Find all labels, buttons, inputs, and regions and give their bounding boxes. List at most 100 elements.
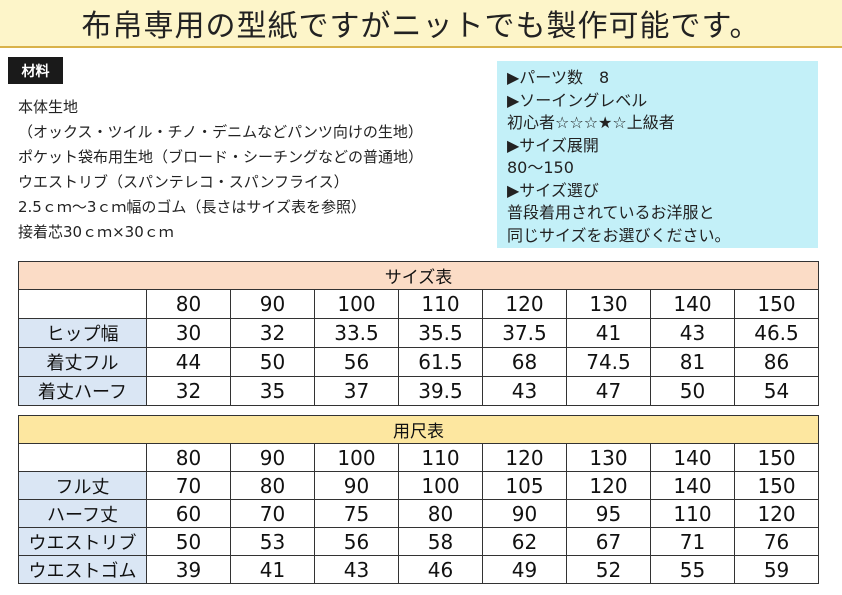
table-cell: 37: [314, 376, 399, 406]
size-table-title: サイズ表: [17, 261, 820, 290]
materials-line: ポケット袋布用生地（ブロード・シーチングなどの普通地）: [18, 148, 424, 166]
size-header: 100: [314, 289, 399, 319]
table-row: ウエストリブ 50 53 56 58 62 67 71 76: [18, 527, 820, 556]
size-header: 150: [733, 443, 820, 472]
table-cell: 70: [230, 499, 315, 528]
table-cell: 58: [398, 527, 483, 556]
table-cell: 80: [230, 471, 315, 500]
table-cell: 67: [566, 527, 651, 556]
table-cell: 53: [230, 527, 315, 556]
size-header: 110: [398, 289, 483, 319]
table-cell: 120: [566, 471, 651, 500]
table-cell: 35: [230, 376, 315, 406]
table-cell: 50: [230, 347, 315, 377]
size-table: サイズ表 80 90 100 110 120 130 140 150 ヒップ幅 …: [17, 261, 820, 406]
table-cell: 33.5: [314, 318, 399, 348]
table-cell: 32: [146, 376, 231, 406]
table-cell: 61.5: [398, 347, 483, 377]
table-cell: 39: [146, 555, 231, 584]
table-cell: 46.5: [733, 318, 820, 348]
table-cell: 41: [566, 318, 651, 348]
table-cell: 43: [650, 318, 735, 348]
table-cell: 56: [314, 347, 399, 377]
info-line: ▶サイズ展開: [507, 135, 599, 155]
size-header: 120: [482, 443, 567, 472]
row-label: ハーフ丈: [18, 499, 147, 528]
table-row: ハーフ丈 60 70 75 80 90 95 110 120: [18, 499, 820, 528]
table-cell: 140: [650, 471, 735, 500]
size-header: 140: [650, 443, 735, 472]
size-header: 80: [146, 443, 231, 472]
table-cell: 71: [650, 527, 735, 556]
table-cell: 52: [566, 555, 651, 584]
table-cell: 120: [733, 499, 820, 528]
table-cell: 95: [566, 499, 651, 528]
materials-line: 本体生地: [18, 98, 79, 116]
table-cell: 100: [398, 471, 483, 500]
info-line: 普段着用されているお洋服と: [507, 203, 715, 222]
row-label: ヒップ幅: [18, 318, 147, 348]
table-cell: 74.5: [566, 347, 651, 377]
row-label: フル丈: [18, 471, 147, 500]
size-header: 80: [146, 289, 231, 319]
table-cell: 49: [482, 555, 567, 584]
top-banner: 布帛専用の型紙ですがニットでも製作可能です。: [0, 0, 842, 48]
materials-line: ウエストリブ（スパンテレコ・スパンフライス）: [18, 173, 349, 191]
row-label: 着丈ハーフ: [18, 376, 147, 406]
table-cell: 47: [566, 376, 651, 406]
size-header: 110: [398, 443, 483, 472]
table-cell: 68: [482, 347, 567, 377]
table-cell: 150: [733, 471, 820, 500]
table-cell: 30: [146, 318, 231, 348]
table-cell: 105: [482, 471, 567, 500]
table-cell: 43: [482, 376, 567, 406]
pattern-info-box: ▶パーツ数 8 ▶ソーイングレベル 初心者☆☆☆★☆上級者 ▶サイズ展開 80〜…: [497, 61, 818, 248]
table-cell: 70: [146, 471, 231, 500]
table-row: ウエストゴム 39 41 43 46 49 52 55 59: [18, 555, 820, 584]
table-cell: 60: [146, 499, 231, 528]
info-line: ▶サイズ選び: [507, 180, 599, 200]
materials-label: 材料: [8, 57, 63, 84]
info-line: 80〜150: [507, 158, 574, 177]
table-cell: 35.5: [398, 318, 483, 348]
table-cell: 62: [482, 527, 567, 556]
table-cell: 41: [230, 555, 315, 584]
table-cell: 80: [398, 499, 483, 528]
table-cell: 39.5: [398, 376, 483, 406]
table-cell: 50: [146, 527, 231, 556]
info-line: ▶パーツ数 8: [507, 68, 610, 87]
materials-line: 2.5ｃｍ〜3ｃｍ幅のゴム（長さはサイズ表を参照）: [18, 198, 366, 216]
row-label: ウエストリブ: [18, 527, 147, 556]
table-cell: 75: [314, 499, 399, 528]
materials-list: 本体生地 （オックス・ツイル・チノ・デニムなどパンツ向けの生地） ポケット袋布用…: [18, 95, 498, 245]
yardage-table: 用尺表 80 90 100 110 120 130 140 150 フル丈 70…: [17, 415, 820, 584]
table-cell: 81: [650, 347, 735, 377]
banner-text: 布帛専用の型紙ですがニットでも製作可能です。: [81, 9, 761, 44]
table-cell: 50: [650, 376, 735, 406]
table-cell: 90: [482, 499, 567, 528]
table-row: フル丈 70 80 90 100 105 120 140 150: [18, 471, 820, 500]
table-row: 着丈フル 44 50 56 61.5 68 74.5 81 86: [18, 347, 820, 377]
materials-line: 接着芯30ｃｍ×30ｃｍ: [18, 223, 174, 241]
size-header: 90: [230, 289, 315, 319]
yardage-table-title: 用尺表: [17, 415, 820, 444]
table-cell: 55: [650, 555, 735, 584]
table-cell: 37.5: [482, 318, 567, 348]
yardage-table-corner: [18, 443, 147, 472]
table-cell: 90: [314, 471, 399, 500]
size-header: 150: [733, 289, 820, 319]
table-cell: 76: [733, 527, 820, 556]
info-line: 初心者☆☆☆★☆上級者: [507, 113, 675, 132]
table-cell: 43: [314, 555, 399, 584]
size-header: 90: [230, 443, 315, 472]
table-cell: 56: [314, 527, 399, 556]
table-row: ヒップ幅 30 32 33.5 35.5 37.5 41 43 46.5: [18, 318, 820, 348]
table-cell: 54: [733, 376, 820, 406]
info-line: 同じサイズをお選びください。: [507, 225, 731, 245]
table-cell: 59: [733, 555, 820, 584]
size-header: 140: [650, 289, 735, 319]
row-label: 着丈フル: [18, 347, 147, 377]
size-header: 100: [314, 443, 399, 472]
size-table-corner: [18, 289, 147, 319]
table-cell: 86: [733, 347, 820, 377]
